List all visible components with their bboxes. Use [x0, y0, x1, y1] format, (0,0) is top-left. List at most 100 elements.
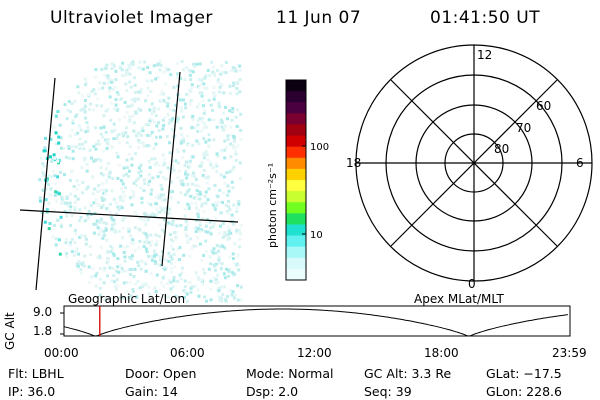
emission-pixel [225, 146, 229, 150]
emission-pixel [73, 200, 77, 204]
colorbar-segment [286, 135, 306, 148]
emission-pixel [125, 70, 128, 74]
emission-pixel [170, 261, 173, 265]
ip-info: IP: 36.0 [8, 384, 56, 399]
emission-pixel [189, 78, 193, 82]
emission-pixel [104, 189, 108, 193]
emission-pixel [229, 69, 233, 73]
emission-pixel [147, 172, 151, 176]
emission-pixel [220, 125, 224, 129]
emission-pixel [188, 159, 192, 163]
emission-pixel [214, 277, 218, 281]
emission-pixel [83, 219, 87, 223]
emission-pixel [176, 72, 179, 76]
polar-grid[interactable]: 12 18 6 0 60 70 80 [340, 40, 600, 300]
emission-pixel [176, 247, 180, 251]
geographic-label: Geographic Lat/Lon [68, 292, 186, 306]
emission-pixel [223, 246, 227, 250]
emission-pixel [167, 254, 171, 258]
emission-pixel [110, 189, 114, 193]
emission-pixel [98, 293, 102, 297]
emission-pixel [180, 139, 184, 143]
emission-pixel [187, 194, 191, 198]
emission-pixel [55, 142, 59, 146]
emission-pixel [160, 187, 164, 191]
emission-pixel [154, 243, 158, 247]
ytick-1-8: 1.8 [33, 324, 53, 338]
emission-pixel [231, 109, 235, 113]
emission-pixel [150, 188, 154, 192]
emission-pixel [235, 206, 239, 210]
emission-pixel [138, 140, 142, 144]
emission-pixel [236, 254, 240, 258]
emission-pixel [108, 169, 112, 173]
emission-pixel [101, 198, 105, 202]
emission-pixel [184, 227, 188, 231]
emission-pixel [195, 218, 198, 222]
geo-lat-line [19, 209, 239, 223]
emission-pixel [49, 187, 53, 191]
emission-pixel [200, 161, 204, 165]
emission-pixel [204, 224, 208, 228]
emission-pixel [70, 128, 74, 132]
emission-pixel [122, 216, 125, 220]
emission-pixel [102, 229, 106, 233]
emission-pixel [180, 266, 184, 270]
emission-pixel [52, 223, 56, 227]
emission-pixel [102, 125, 106, 129]
emission-pixel [198, 197, 202, 201]
emission-pixel [234, 69, 238, 73]
emission-pixel [83, 99, 87, 102]
emission-pixel [84, 140, 88, 144]
emission-pixel [150, 240, 154, 244]
emission-pixel [133, 76, 136, 80]
emission-pixel [64, 255, 68, 259]
emission-pixel [226, 117, 229, 121]
emission-pixel [197, 278, 201, 281]
emission-pixel [115, 287, 118, 291]
emission-pixel [186, 240, 190, 244]
emission-pixel [181, 115, 185, 119]
emission-pixel [136, 260, 140, 264]
emission-pixel [99, 132, 103, 136]
emission-pixel [64, 155, 68, 159]
emission-pixel [168, 118, 172, 122]
emission-pixel [204, 150, 208, 153]
emission-pixel [76, 85, 80, 89]
emission-pixel [77, 259, 81, 263]
emission-pixel [157, 121, 161, 125]
emission-pixel [120, 206, 124, 210]
emission-pixel [69, 110, 72, 114]
emission-pixel [39, 199, 42, 203]
emission-pixel [231, 252, 235, 256]
emission-pixel [170, 119, 174, 123]
emission-pixel [159, 183, 163, 187]
emission-pixel [216, 78, 220, 81]
emission-pixel [104, 109, 108, 113]
emission-pixel [219, 224, 222, 228]
emission-pixel [157, 62, 161, 66]
timeline-plot[interactable] [60, 304, 580, 344]
emission-pixel [95, 104, 99, 108]
emission-pixel [113, 230, 117, 234]
emission-pixel [204, 86, 208, 90]
emission-pixel [219, 211, 223, 215]
emission-pixel [92, 144, 96, 148]
aurora-image[interactable] [0, 40, 243, 303]
emission-pixel [138, 66, 142, 70]
emission-pixel [155, 124, 159, 128]
emission-pixel [190, 246, 194, 250]
emission-pixel [176, 201, 180, 204]
emission-pixel [172, 279, 176, 283]
emission-pixel [73, 99, 77, 103]
emission-pixel [116, 205, 120, 209]
emission-pixel [167, 96, 171, 100]
emission-pixel [151, 212, 155, 216]
emission-pixel [186, 93, 190, 97]
emission-pixel [144, 269, 148, 273]
emission-pixel [170, 238, 174, 242]
emission-pixel [206, 175, 210, 179]
emission-pixel [200, 278, 203, 282]
emission-pixel [234, 152, 238, 156]
emission-pixel [161, 276, 165, 280]
